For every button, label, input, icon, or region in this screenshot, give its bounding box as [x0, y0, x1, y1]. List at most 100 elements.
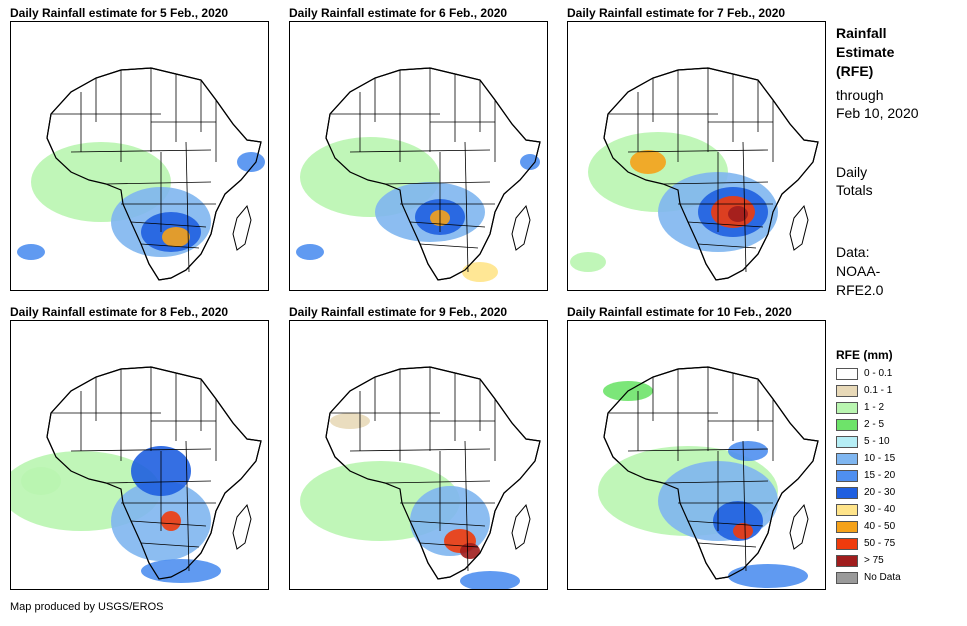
madagascar-outline	[511, 503, 531, 550]
legend-swatch	[836, 401, 858, 414]
rainfall-area	[17, 244, 45, 260]
country-border	[697, 542, 757, 548]
rainfall-area	[728, 206, 748, 222]
rainfall-area	[237, 152, 265, 172]
legend-item: No Data	[836, 570, 901, 585]
sidebar-totals: Daily	[836, 164, 868, 180]
legend-item: 1 - 2	[836, 400, 884, 415]
country-border	[130, 221, 207, 228]
legend-label: > 75	[864, 555, 884, 566]
coastline	[603, 67, 819, 281]
legend-item: 15 - 20	[836, 468, 895, 483]
legend-swatch	[836, 503, 858, 516]
panel-title: Daily Rainfall estimate for 6 Feb., 2020	[289, 6, 508, 20]
country-border	[349, 149, 491, 153]
rainfall-area	[21, 467, 61, 495]
country-border	[464, 440, 469, 572]
map-canvas	[570, 67, 819, 281]
legend-label: 10 - 15	[864, 453, 896, 464]
legend-label: No Data	[864, 572, 901, 583]
legend-swatch	[836, 452, 858, 465]
country-border	[742, 440, 747, 572]
rainfall-area	[728, 441, 768, 461]
coastline	[325, 67, 541, 281]
country-border	[662, 181, 769, 185]
country-border	[409, 520, 486, 527]
legend-item: 5 - 10	[836, 434, 890, 449]
country-border	[419, 243, 479, 249]
rainfall-area	[462, 262, 498, 282]
coastline	[46, 67, 262, 281]
rainfall-map-feb9	[289, 320, 548, 590]
legend-label: 5 - 10	[864, 436, 890, 447]
country-border	[140, 243, 200, 249]
map-canvas	[300, 366, 541, 589]
panel-title: Daily Rainfall estimate for 9 Feb., 2020	[289, 305, 508, 319]
legend-swatch	[836, 418, 858, 431]
legend-swatch	[836, 554, 858, 567]
coastline	[325, 366, 541, 580]
panel-title: Daily Rainfall estimate for 7 Feb., 2020	[567, 6, 786, 20]
country-border	[662, 480, 769, 484]
coastline	[603, 366, 819, 580]
rainfall-area	[460, 571, 520, 589]
madagascar-outline	[232, 204, 252, 251]
country-border	[384, 181, 491, 185]
map-canvas	[11, 366, 262, 583]
country-border	[185, 440, 190, 572]
legend-swatch	[836, 537, 858, 550]
madagascar-outline	[511, 204, 531, 251]
legend-swatch	[836, 469, 858, 482]
sidebar-title: (RFE)	[836, 63, 874, 79]
country-border	[464, 141, 469, 273]
rainfall-area	[330, 413, 370, 429]
legend-item: 50 - 75	[836, 536, 895, 551]
sidebar-totals: Totals	[836, 182, 873, 198]
country-border	[697, 243, 757, 249]
country-border	[349, 448, 491, 452]
madagascar-outline	[232, 503, 252, 550]
country-border	[140, 542, 200, 548]
panel-title: Daily Rainfall estimate for 5 Feb., 2020	[10, 6, 229, 20]
rainfall-map-feb7	[567, 21, 826, 291]
rainfall-area	[570, 252, 606, 272]
country-border	[627, 149, 769, 153]
sidebar-data-source: Data:	[836, 244, 870, 260]
legend-label: 20 - 30	[864, 487, 896, 498]
legend-label: 30 - 40	[864, 504, 896, 515]
legend-swatch	[836, 520, 858, 533]
legend-item: > 75	[836, 553, 884, 568]
coastline	[46, 366, 262, 580]
legend-label: 15 - 20	[864, 470, 896, 481]
rainfall-area	[728, 564, 808, 588]
legend-label: 0.1 - 1	[864, 385, 893, 396]
rainfall-area	[520, 154, 540, 170]
rainfall-map-feb5	[10, 21, 269, 291]
map-canvas	[598, 366, 819, 588]
legend-swatch	[836, 384, 858, 397]
rainfall-map-feb8	[10, 320, 269, 590]
madagascar-outline	[789, 503, 809, 550]
legend-swatch	[836, 486, 858, 499]
legend-item: 40 - 50	[836, 519, 895, 534]
legend-item: 20 - 30	[836, 485, 895, 500]
sidebar-through: through	[836, 87, 884, 103]
rainfall-area	[296, 244, 324, 260]
panel-title: Daily Rainfall estimate for 10 Feb., 202…	[567, 305, 792, 319]
map-canvas	[17, 67, 265, 281]
sidebar-data-source: RFE2.0	[836, 282, 884, 298]
legend-label: 0 - 0.1	[864, 368, 893, 379]
country-border	[105, 480, 212, 484]
rainfall-map-feb10	[567, 320, 826, 590]
country-border	[742, 141, 747, 273]
sidebar-title: Rainfall	[836, 25, 887, 41]
country-border	[687, 221, 764, 228]
country-border	[384, 480, 491, 484]
legend-title: RFE (mm)	[836, 348, 893, 362]
country-border	[627, 448, 769, 452]
legend-item: 2 - 5	[836, 417, 884, 432]
legend-item: 10 - 15	[836, 451, 895, 466]
legend-swatch	[836, 435, 858, 448]
legend-swatch	[836, 367, 858, 380]
map-credit: Map produced by USGS/EROS	[10, 601, 164, 613]
